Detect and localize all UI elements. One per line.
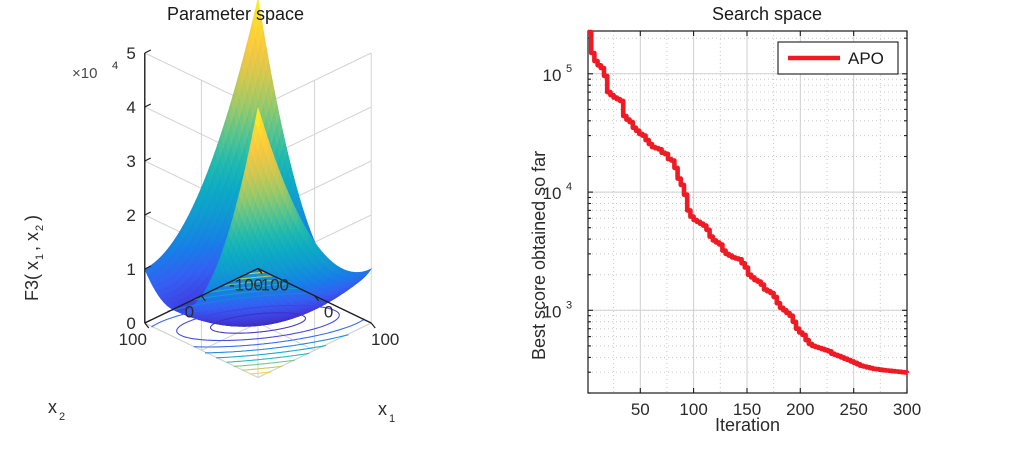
z-tick-label: 0 (126, 314, 135, 333)
legend[interactable]: APO (777, 41, 899, 75)
y-tick-label-exponent: 4 (566, 181, 572, 193)
z-axis-title: F3( x 1 , x 2 ) (22, 215, 46, 301)
z-tick-label: 2 (126, 206, 135, 225)
x-tick-labels: 50 100 150 200 250 300 (631, 400, 921, 419)
x1-axis-title-base: x (378, 399, 387, 419)
surface-mesh (144, 0, 373, 327)
search-space-panel: Search space 10 3 10 4 10 5 50 100 150 200 250 300… (515, 0, 1031, 453)
x1-axis-title-sub: 1 (389, 413, 395, 425)
z-axis-title-x2-sub: 2 (34, 225, 46, 231)
y-tick-label-exponent: 3 (566, 299, 572, 311)
x2-axis-title-sub: 2 (59, 411, 65, 423)
z-tick-label: 1 (126, 260, 135, 279)
z-multiplier-exponent: 4 (112, 60, 118, 72)
x-axis-title: Iteration (714, 415, 781, 435)
search-space-title: Search space (711, 4, 823, 24)
y-tick-labels: 10 3 10 4 10 5 (543, 63, 573, 321)
x-tick-label: 200 (786, 400, 814, 419)
z-axis-title-comma: , (22, 246, 42, 251)
convergence-plot: 10 3 10 4 10 5 50 100 150 200 250 300 APO (543, 29, 921, 419)
x2-axis-title: x 2 (48, 397, 65, 423)
parameter-space-title: Parameter space (166, 4, 305, 24)
y-axis-title-text: Best score obtained so far (529, 151, 549, 360)
x-tick-label: 50 (631, 400, 650, 419)
y-tick-label-base: 10 (543, 302, 562, 321)
x-tick-label: 300 (893, 400, 921, 419)
x1-tick-label: 100 (371, 330, 399, 349)
z-axis-multiplier: ×10 4 (72, 60, 118, 82)
z-axis-title-suffix: ) (22, 215, 42, 221)
axes-border (587, 30, 908, 394)
y-tick-label-base: 10 (543, 184, 562, 203)
x1-tick-label: 0 (324, 303, 333, 322)
z-tick-label: 3 (126, 152, 135, 171)
z-axis-title-x1-sub: 1 (34, 254, 46, 260)
z-tick-label: 4 (126, 98, 135, 117)
minor-gridlines (588, 31, 907, 394)
z-tick-label: 5 (126, 44, 135, 63)
y-axis-title: Best score obtained so far (529, 151, 549, 360)
x-tick-label: 150 (733, 400, 761, 419)
series-apo-line[interactable] (588, 29, 910, 375)
z-multiplier-base: ×10 (72, 65, 97, 82)
x1-axis-title: x 1 (378, 399, 395, 425)
z-axis-title-x1: x (22, 261, 42, 270)
y-tick-label-exponent: 5 (566, 63, 572, 75)
x2-tick-label: -100 (229, 275, 263, 294)
z-axis-title-x2: x (22, 232, 42, 241)
apo-curve-path[interactable] (588, 29, 910, 375)
major-gridlines (588, 31, 908, 393)
parameter-space-panel: Parameter space 0 1 2 3 4 5 -100 0 100 100 0 -100 ×… (0, 0, 515, 453)
x-tick-label: 100 (679, 400, 707, 419)
x-tick-label: 250 (840, 400, 868, 419)
y-tick-label-base: 10 (543, 66, 562, 85)
z-axis-title-prefix: F3( (22, 274, 42, 301)
x1-tick-label: -100 (255, 275, 289, 294)
x2-tick-label: 0 (185, 303, 194, 322)
x2-axis-title-base: x (48, 397, 57, 417)
legend-label-apo: APO (848, 49, 884, 68)
contour-lines (151, 271, 365, 375)
x2-tick-label: 100 (119, 330, 147, 349)
